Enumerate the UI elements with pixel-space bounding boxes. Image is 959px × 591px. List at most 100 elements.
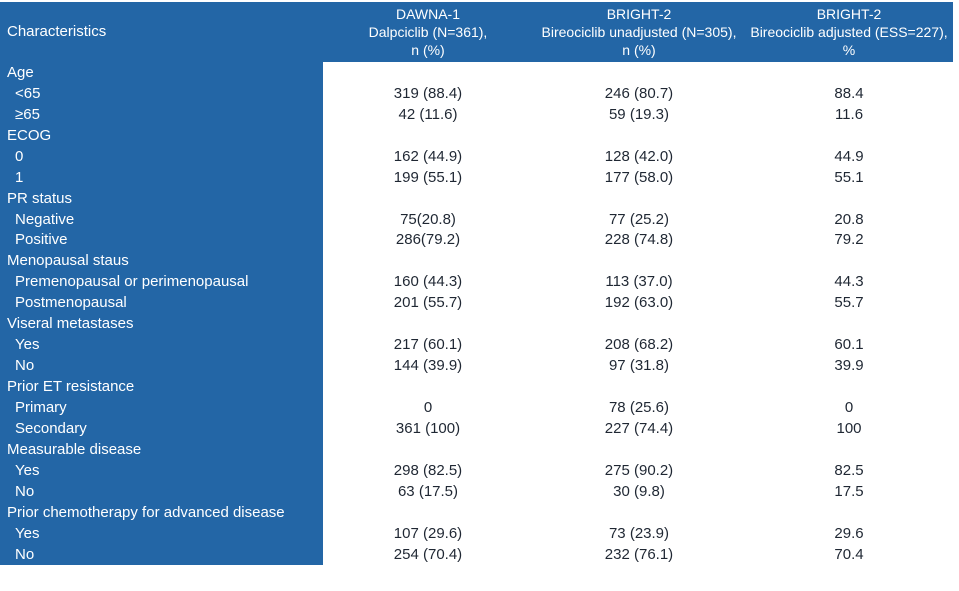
cell-bright-adjusted: 88.4 [745,82,953,104]
cell-dawna [323,438,533,460]
cell-bright-adjusted [745,501,953,523]
cell-dawna: 162 (44.9) [323,145,533,167]
cell-bright-adjusted [745,62,953,83]
cell-bright-adjusted [745,250,953,272]
row-label: ≥65 [0,103,323,125]
cell-bright-adjusted [745,124,953,146]
cell-bright-adjusted: 70.4 [745,543,953,565]
cell-bright-unadjusted: 113 (37.0) [533,271,745,293]
header-bright-unadj-study-name: BRIGHT-2 [606,6,672,22]
row-label: Age [0,62,323,83]
cell-bright-unadjusted: 228 (74.8) [533,229,745,251]
cell-bright-unadjusted: 30 (9.8) [533,480,745,502]
cell-bright-unadjusted: 208 (68.2) [533,334,745,356]
cell-bright-adjusted: 55.1 [745,166,953,188]
cell-dawna: 42 (11.6) [323,103,533,125]
cell-bright-adjusted [745,438,953,460]
row-label: Prior ET resistance [0,376,323,397]
row-label: Yes [0,459,323,481]
row-label: Positive [0,229,323,251]
cell-bright-unadjusted [533,438,745,460]
cell-bright-adjusted: 44.9 [745,145,953,167]
row-label: Prior chemotherapy for advanced disease [0,501,323,523]
cell-bright-unadjusted [533,62,745,83]
header-bright-unadj-drug-line: Bireociclib unadjusted (N=305), [541,24,737,40]
cell-bright-unadjusted: 59 (19.3) [533,103,745,125]
cell-dawna: 298 (82.5) [323,459,533,481]
row-label: 1 [0,166,323,188]
header-characteristics-label: Characteristics [7,23,107,40]
cell-dawna [323,187,533,209]
cell-dawna: 361 (100) [323,417,533,439]
row-label: Negative [0,208,323,230]
cell-bright-adjusted: 44.3 [745,271,953,293]
header-bright-unadj-unit-line: n (%) [622,42,656,58]
cell-bright-unadjusted: 227 (74.4) [533,417,745,439]
cell-bright-adjusted: 82.5 [745,459,953,481]
cell-dawna: 144 (39.9) [323,355,533,377]
cell-dawna [323,124,533,146]
cell-dawna: 75(20.8) [323,208,533,230]
cell-bright-unadjusted: 177 (58.0) [533,166,745,188]
header-dawna-study-name: DAWNA-1 [395,6,461,22]
cell-bright-unadjusted: 73 (23.9) [533,522,745,544]
cell-dawna [323,250,533,272]
cell-dawna: 319 (88.4) [323,82,533,104]
row-label: No [0,355,323,377]
row-label: Viseral metastases [0,313,323,335]
cell-bright-unadjusted: 192 (63.0) [533,292,745,314]
cell-bright-unadjusted: 77 (25.2) [533,208,745,230]
cell-bright-unadjusted [533,124,745,146]
cell-bright-unadjusted [533,376,745,397]
header-bright-adj-unit-line: % [842,42,856,58]
cell-bright-unadjusted [533,187,745,209]
row-label: Secondary [0,417,323,439]
header-dawna-1: DAWNA-1 Dalpciclib (N=361), n (%) [323,2,533,62]
cell-bright-unadjusted [533,250,745,272]
row-label: Postmenopausal [0,292,323,314]
row-label: ECOG [0,124,323,146]
cell-bright-adjusted: 17.5 [745,480,953,502]
cell-bright-unadjusted: 232 (76.1) [533,543,745,565]
cell-bright-unadjusted: 246 (80.7) [533,82,745,104]
row-label: Measurable disease [0,438,323,460]
cell-bright-unadjusted [533,501,745,523]
row-label: Yes [0,334,323,356]
header-bright-2-adjusted: BRIGHT-2 Bireociclib adjusted (ESS=227),… [745,2,953,62]
cell-bright-adjusted: 39.9 [745,355,953,377]
cell-bright-unadjusted: 97 (31.8) [533,355,745,377]
cell-bright-unadjusted: 275 (90.2) [533,459,745,481]
cell-dawna: 0 [323,397,533,418]
cell-bright-adjusted: 60.1 [745,334,953,356]
cell-dawna: 63 (17.5) [323,480,533,502]
header-bright-2-unadjusted: BRIGHT-2 Bireociclib unadjusted (N=305),… [533,2,745,62]
cell-dawna [323,62,533,83]
cell-bright-unadjusted [533,313,745,335]
cell-dawna: 254 (70.4) [323,543,533,565]
baseline-characteristics-table: Characteristics DAWNA-1 Dalpciclib (N=36… [0,2,953,565]
header-characteristics: Characteristics [0,2,323,62]
cell-bright-adjusted [745,187,953,209]
row-label: Premenopausal or perimenopausal [0,271,323,293]
cell-bright-adjusted: 20.8 [745,208,953,230]
cell-bright-unadjusted: 128 (42.0) [533,145,745,167]
row-label: PR status [0,187,323,209]
cell-bright-adjusted: 55.7 [745,292,953,314]
cell-dawna: 107 (29.6) [323,522,533,544]
table-header-row: Characteristics DAWNA-1 Dalpciclib (N=36… [0,2,953,62]
cell-bright-adjusted: 100 [745,417,953,439]
cell-bright-unadjusted: 78 (25.6) [533,397,745,418]
cell-bright-adjusted: 79.2 [745,229,953,251]
row-label: Yes [0,522,323,544]
cell-bright-adjusted [745,376,953,397]
header-dawna-drug-line: Dalpciclib (N=361), [368,24,488,40]
row-label: No [0,543,323,565]
cell-bright-adjusted: 0 [745,397,953,418]
header-bright-adj-study-name: BRIGHT-2 [816,6,882,22]
cell-dawna: 160 (44.3) [323,271,533,293]
cell-dawna [323,313,533,335]
cell-dawna: 199 (55.1) [323,166,533,188]
row-label: <65 [0,82,323,104]
header-bright-adj-drug-line: Bireociclib adjusted (ESS=227), [750,24,948,40]
cell-dawna: 201 (55.7) [323,292,533,314]
